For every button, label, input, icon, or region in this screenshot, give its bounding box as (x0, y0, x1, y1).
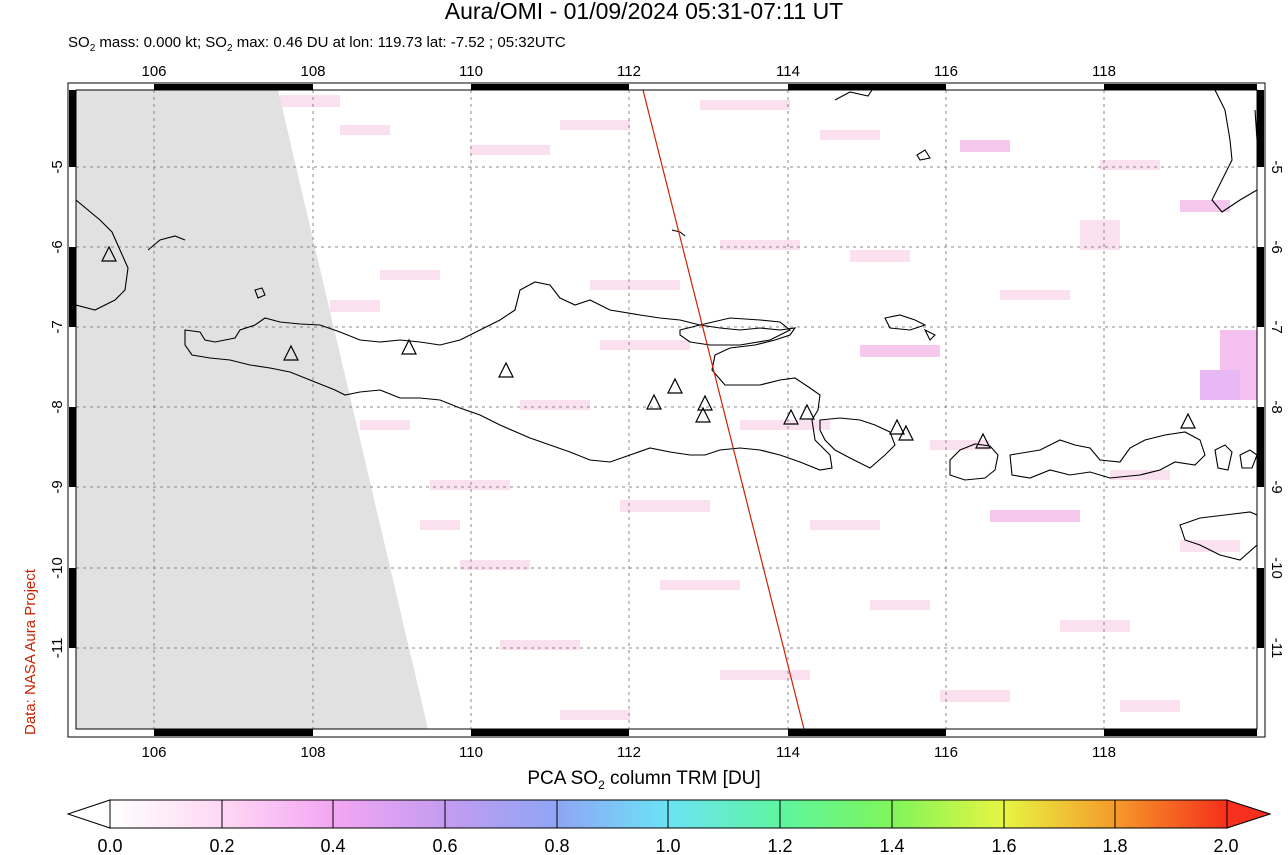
volcano-markers (101, 245, 1196, 449)
lat-label-right: -6 (1268, 240, 1285, 253)
lat-label-right: -10 (1268, 557, 1285, 579)
lat-label-right: -11 (1268, 638, 1285, 659)
triangle-icon (695, 406, 711, 423)
colorbar (66, 799, 1272, 829)
colorbar-tick-label: 0.6 (432, 836, 457, 855)
map-title: Aura/OMI - 01/09/2024 05:31-07:11 UT (444, 0, 844, 24)
lat-label-right: -5 (1268, 160, 1285, 173)
triangle-icon (667, 377, 683, 394)
colorbar-high-arrow (1226, 799, 1272, 829)
triangle-icon (799, 403, 815, 420)
colorbar-tick-label: 0.4 (320, 836, 345, 855)
triangle-icon (898, 424, 914, 441)
lat-label-left: -11 (49, 638, 66, 659)
colorbar-low-arrow (66, 799, 111, 829)
lat-label-left: -8 (49, 400, 66, 413)
colorbar-tick-label: 0.2 (209, 836, 234, 855)
colorbar-tick-label: 2.0 (1213, 836, 1238, 855)
lat-label-right: -8 (1268, 400, 1285, 413)
lon-label-top: 106 (141, 63, 166, 80)
triangle-icon (498, 361, 514, 378)
lon-label-bottom: 108 (300, 744, 325, 761)
lon-label-bottom: 114 (776, 744, 800, 761)
triangle-icon (401, 338, 417, 355)
lon-label-bottom: 110 (459, 744, 483, 761)
frame-ticks (67, 82, 1266, 738)
triangle-icon (975, 432, 991, 449)
lon-label-top: 114 (776, 63, 800, 80)
lat-label-left: -5 (49, 160, 66, 173)
lon-label-top: 108 (300, 63, 325, 80)
colorbar-tick-label: 1.4 (879, 836, 904, 855)
lat-label-left: -10 (49, 557, 66, 579)
lon-label-top: 118 (1092, 63, 1116, 80)
triangle-icon (783, 408, 799, 425)
colorbar-tick-label: 0.0 (97, 836, 122, 855)
so2-mass-summary: SO2 mass: 0.000 kt; SO2 max: 0.46 DU at … (68, 34, 566, 54)
orbit-track (642, 90, 805, 729)
lon-label-top: 116 (934, 63, 958, 80)
triangle-icon (101, 245, 117, 262)
lat-label-left: -6 (49, 240, 66, 253)
triangle-icon (889, 418, 905, 435)
triangle-icon (646, 393, 662, 410)
lon-label-bottom: 112 (617, 744, 641, 761)
lon-label-bottom: 118 (1092, 744, 1116, 761)
no-data-region (76, 90, 428, 729)
lat-label-left: -7 (49, 320, 66, 333)
lat-label-right: -7 (1268, 320, 1285, 333)
lon-label-bottom: 116 (934, 744, 958, 761)
lon-label-bottom: 106 (141, 744, 166, 761)
graticule (76, 90, 1257, 729)
colorbar-tick-label: 1.0 (655, 836, 680, 855)
colorbar-tick-label: 0.8 (544, 836, 569, 855)
triangle-icon (697, 394, 713, 411)
so2-streaks (280, 95, 1257, 720)
colorbar-title: PCA SO2 column TRM [DU] (527, 768, 761, 792)
colorbar-tick-label: 1.8 (1102, 836, 1127, 855)
lon-label-top: 112 (617, 63, 641, 80)
colorbar-tick-label: 1.2 (767, 836, 792, 855)
lon-label-top: 110 (459, 63, 483, 80)
colorbar-tick-label: 1.6 (991, 836, 1016, 855)
triangle-icon (283, 344, 299, 361)
lat-label-right: -9 (1268, 480, 1285, 493)
triangle-icon (1180, 412, 1196, 429)
lat-label-left: -9 (49, 480, 66, 493)
